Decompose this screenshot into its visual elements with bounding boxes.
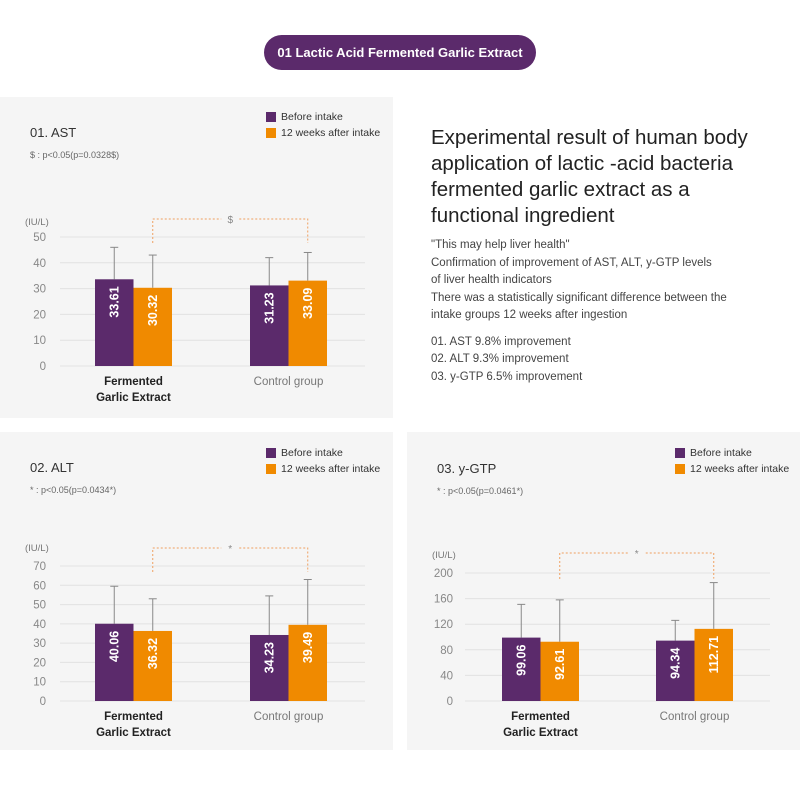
list-item: 03. y-GTP 6.5% improvement bbox=[431, 370, 583, 383]
legend-swatch-before bbox=[266, 448, 276, 458]
title-line: Experimental result of human body bbox=[431, 126, 748, 149]
legend-before-ygtp: Before intake bbox=[675, 447, 752, 459]
body-line: of liver health indicators bbox=[431, 274, 552, 286]
summary-title: Experimental result of human body applic… bbox=[431, 125, 791, 229]
body-line: intake groups 12 weeks after ingestion bbox=[431, 309, 628, 321]
panel-alt bbox=[0, 432, 393, 750]
legend-swatch-before bbox=[675, 448, 685, 458]
legend-swatch-after bbox=[266, 128, 276, 138]
title-line: application of lactic -acid bacteria bbox=[431, 152, 733, 175]
legend-after-alt: 12 weeks after intake bbox=[266, 463, 380, 475]
legend-label: 12 weeks after intake bbox=[690, 463, 790, 475]
chart-title-alt: 02. ALT bbox=[30, 460, 74, 475]
chart-title-ygtp: 03. y-GTP bbox=[437, 461, 497, 476]
legend-label: Before intake bbox=[281, 111, 343, 123]
legend-after-ast: 12 weeks after intake bbox=[266, 127, 380, 139]
legend-label: Before intake bbox=[281, 447, 343, 459]
chart-note-ygtp: * : p<0.05(p=0.0461*) bbox=[437, 486, 524, 496]
legend-before-ast: Before intake bbox=[266, 111, 343, 123]
summary-body: "This may help liver health" Confirmatio… bbox=[431, 237, 791, 325]
body-line: Confirmation of improvement of AST, ALT,… bbox=[431, 256, 712, 269]
chart-note-alt: * : p<0.05(p=0.0434*) bbox=[30, 485, 117, 495]
chart-title-ast: 01. AST bbox=[30, 125, 77, 140]
legend-after-ygtp: 12 weeks after intake bbox=[675, 463, 789, 475]
title-line: functional ingredient bbox=[431, 204, 615, 227]
panel-ygtp bbox=[407, 432, 800, 750]
legend-swatch-before bbox=[266, 112, 276, 122]
body-line: "This may help liver health" bbox=[431, 239, 570, 251]
body-line: There was a statistically significant di… bbox=[431, 291, 727, 304]
legend-label: 12 weeks after intake bbox=[281, 463, 381, 475]
chart-note-ast: $ : p<0.05(p=0.0328$) bbox=[30, 150, 120, 160]
legend-swatch-after bbox=[675, 464, 685, 474]
summary: Experimental result of human body applic… bbox=[431, 125, 791, 386]
title-badge: 01 Lactic Acid Fermented Garlic Extract bbox=[264, 35, 536, 70]
legend-label: Before intake bbox=[690, 447, 752, 459]
legend-label: 12 weeks after intake bbox=[281, 127, 381, 139]
legend-before-alt: Before intake bbox=[266, 447, 343, 459]
title-line: fermented garlic extract as a bbox=[431, 178, 690, 201]
list-item: 01. AST 9.8% improvement bbox=[431, 335, 571, 348]
improvement-list: 01. AST 9.8% improvement 02. ALT 9.3% im… bbox=[431, 334, 791, 387]
panel-ast bbox=[0, 97, 393, 418]
list-item: 02. ALT 9.3% improvement bbox=[431, 353, 569, 365]
legend-swatch-after bbox=[266, 464, 276, 474]
